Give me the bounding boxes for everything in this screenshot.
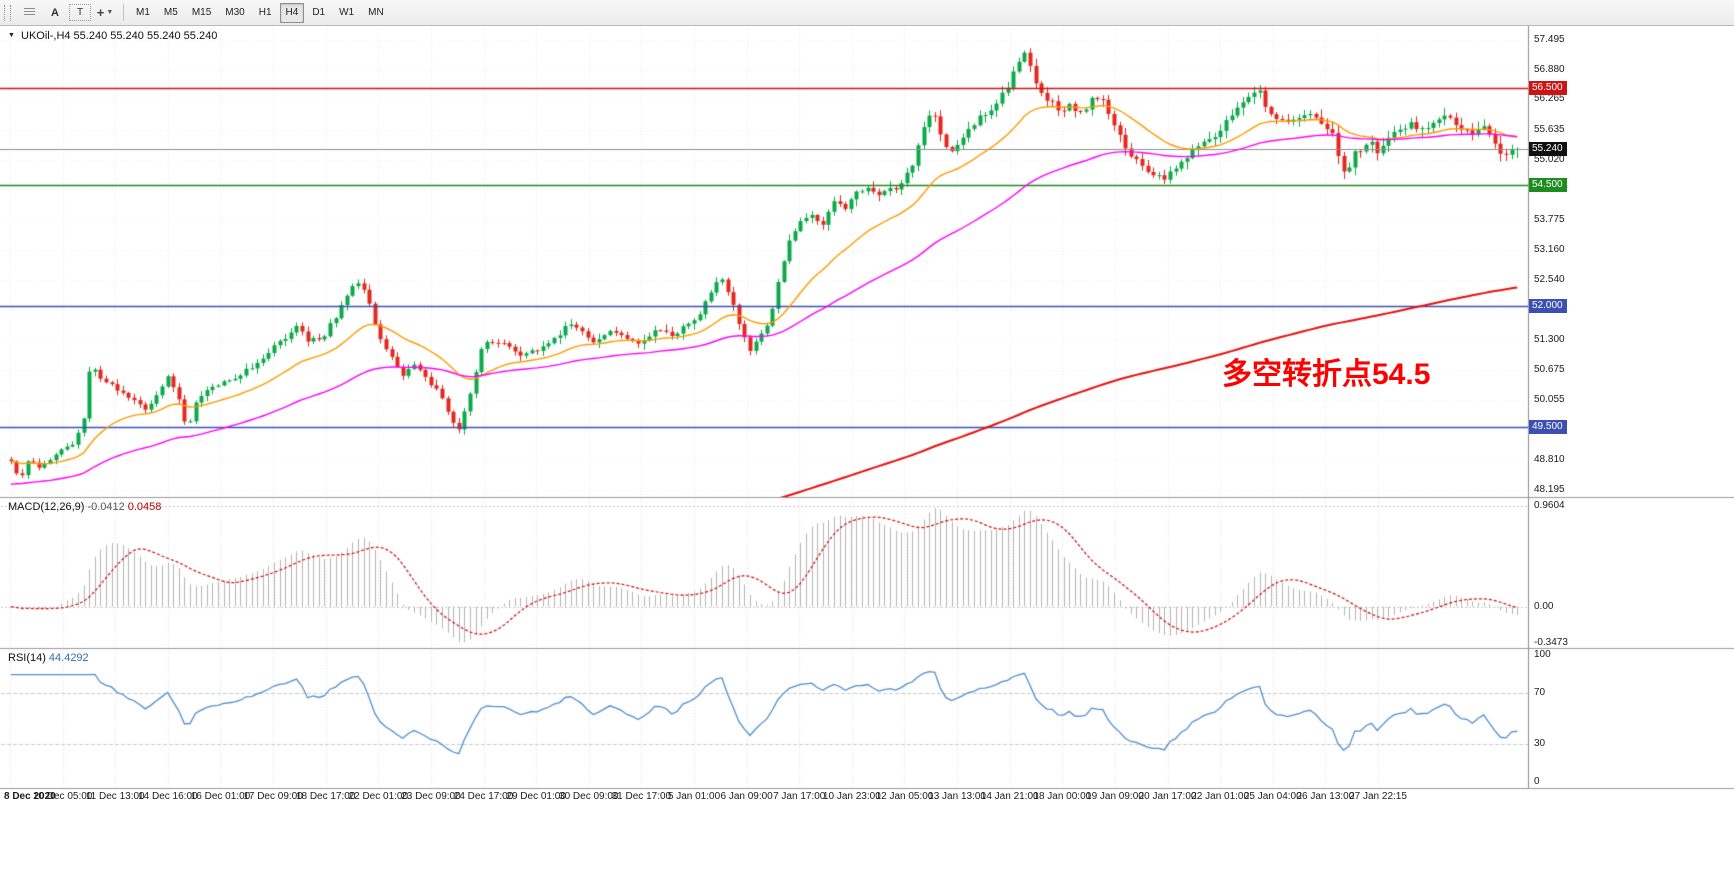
time-axis-label: 22 Jan 01:00 [1191, 791, 1250, 802]
chart-list-button[interactable] [17, 3, 41, 22]
label-tool-button[interactable]: T [69, 4, 91, 21]
time-axis-label: 16 Dec 01:00 [190, 791, 251, 802]
time-axis-label: 10 Jan 23:00 [822, 791, 881, 802]
time-axis-label: 31 Dec 17:00 [611, 791, 672, 802]
time-axis-label: 22 Dec 01:00 [348, 791, 409, 802]
rsi-value: 44.4292 [48, 652, 89, 664]
timeframe-group: M1 M5 M15 M30 H1 H4 D1 W1 MN [129, 2, 391, 23]
price-badge: 54.500 [1529, 177, 1567, 192]
time-axis-label: 5 Jan 01:00 [667, 791, 721, 802]
timeframe-m5-button[interactable]: M5 [163, 7, 178, 18]
time-axis-label: 29 Dec 01:00 [506, 791, 566, 802]
time-axis-label: 18 Jan 00:00 [1033, 791, 1092, 802]
price-axis-label: 53.775 [1534, 213, 1565, 225]
time-axis-label: 11 Dec 13:00 [85, 791, 145, 802]
time-axis-label: 13 Jan 13:00 [928, 791, 986, 802]
price-axis[interactable] [1528, 25, 1734, 788]
crosshair-tool-dropdown[interactable]: + ▼ [93, 3, 117, 22]
time-axis-label: 8 Dec 2020 [4, 791, 56, 802]
time-axis-label: 27 Jan 22:15 [1349, 791, 1407, 802]
macd-label: MACD(12,26,9) -0.0412 0.0458 [8, 501, 161, 513]
price-badge: 49.500 [1529, 419, 1567, 434]
timeframe-w1-button[interactable]: W1 [339, 7, 355, 18]
time-axis-label: 7 Jan 17:00 [773, 791, 826, 802]
timeframe-d1-button[interactable]: D1 [312, 7, 326, 18]
timeframe-mn-button[interactable]: MN [368, 7, 384, 18]
chevron-down-icon: ▼ [106, 9, 114, 16]
timeframe-m1-button[interactable]: M1 [136, 7, 150, 18]
crosshair-icon: + [96, 5, 105, 20]
annotation-text: 多空转折点54.5 [1222, 358, 1431, 391]
rsi-axis-label: 0 [1534, 776, 1540, 787]
timeframe-h1-button[interactable]: H1 [258, 7, 272, 18]
time-axis-label: 25 Jan 04:00 [1243, 791, 1302, 802]
rsi-name: RSI(14) [8, 652, 46, 664]
price-axis-label: 48.810 [1534, 454, 1565, 466]
price-axis-label: 50.055 [1534, 393, 1565, 405]
time-axis-label: 18 Dec 17:00 [295, 791, 356, 802]
price-axis-label: 52.540 [1534, 273, 1565, 285]
toolbar: A T + ▼ M1 M5 M15 M30 H1 H4 D1 W1 MN [0, 0, 1734, 26]
time-axis-label: 12 Jan 05:00 [875, 791, 934, 802]
macd-signal-value: 0.0458 [127, 501, 162, 513]
price-axis-label: 50.675 [1534, 363, 1565, 375]
chart-title: UKOil-,H4 55.240 55.240 55.240 55.240 [21, 30, 218, 42]
price-axis-label: 48.195 [1534, 483, 1565, 495]
macd-panel[interactable] [0, 498, 1528, 648]
macd-name: MACD(12,26,9) [8, 501, 85, 513]
toolbar-drag-handle[interactable] [4, 4, 11, 21]
panel-separator[interactable] [0, 495, 1734, 500]
rsi-axis-label: 100 [1534, 649, 1551, 660]
timeframe-m15-button[interactable]: M15 [191, 7, 212, 18]
macd-axis-label: 0.00 [1534, 600, 1554, 612]
rsi-panel[interactable] [0, 649, 1528, 788]
time-axis-label: 20 Jan 17:00 [1138, 791, 1197, 802]
macd-axis-label: -0.3473 [1534, 637, 1568, 648]
time-axis-label: 26 Jan 13:00 [1296, 791, 1355, 802]
price-axis-label: 53.160 [1534, 243, 1565, 255]
macd-main-value: -0.0412 [87, 501, 125, 513]
price-axis-label: 57.495 [1534, 33, 1565, 45]
time-axis-label: 24 Dec 17:00 [453, 791, 514, 802]
main-chart-panel[interactable] [0, 25, 1528, 497]
rsi-axis-label: 70 [1534, 687, 1546, 699]
rsi-label: RSI(14) 44.4292 [8, 652, 89, 664]
rows-icon [23, 8, 35, 17]
time-axis-label: 14 Dec 16:00 [138, 791, 198, 802]
timeframe-h4-button[interactable]: H4 [279, 2, 305, 23]
macd-axis-label: 0.9604 [1534, 500, 1565, 511]
time-axis-label: 14 Jan 21:00 [980, 791, 1039, 802]
time-axis-label: 30 Dec 09:00 [559, 791, 619, 802]
timeframe-m30-button[interactable]: M30 [225, 7, 245, 18]
panel-separator[interactable] [0, 646, 1734, 651]
price-axis-label: 56.265 [1534, 93, 1565, 105]
symbol-marker-icon: ▼ [8, 32, 15, 39]
time-axis-label: 6 Jan 09:00 [720, 791, 773, 802]
toolbar-separator [123, 4, 124, 21]
price-axis-label: 55.020 [1534, 153, 1565, 165]
rsi-axis-label: 30 [1534, 737, 1546, 749]
price-axis-label: 51.300 [1534, 333, 1565, 345]
price-badge: 56.500 [1529, 80, 1567, 95]
price-badge: 52.000 [1529, 298, 1567, 313]
price-axis-label: 55.635 [1534, 123, 1565, 135]
price-axis-label: 56.880 [1534, 63, 1565, 75]
time-axis-label: 10 Dec 05:00 [32, 791, 93, 802]
time-axis-label: 23 Dec 09:00 [401, 791, 461, 802]
time-axis-label: 17 Dec 09:00 [243, 791, 303, 802]
time-axis-label: 19 Jan 09:00 [1086, 791, 1144, 802]
text-tool-button[interactable]: A [51, 6, 59, 19]
price-badge: 55.240 [1529, 141, 1567, 156]
